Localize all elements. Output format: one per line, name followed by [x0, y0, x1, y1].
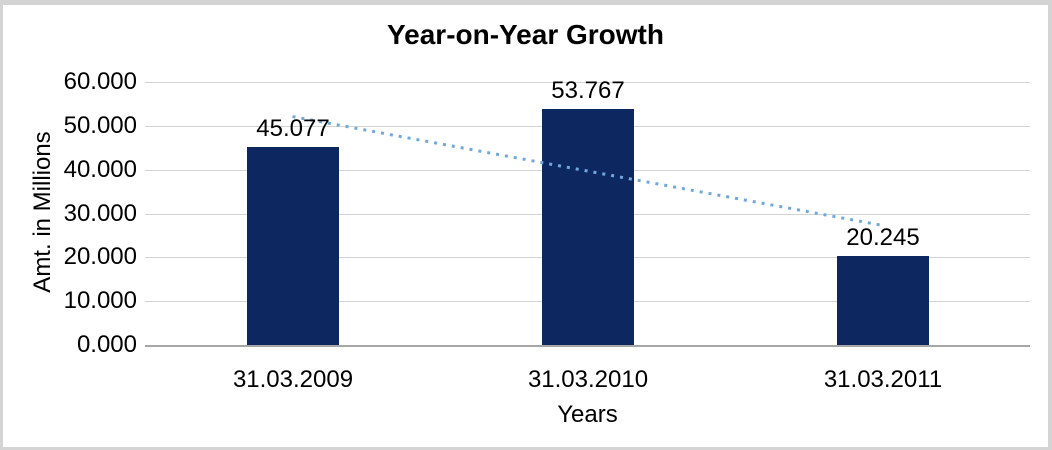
x-axis-title: Years	[557, 401, 618, 428]
xtick-31.03.2009: 31.03.2009	[232, 366, 354, 393]
plot-area: 45.077 53.767 20.245	[145, 78, 1030, 347]
data-label-31.03.2011: 20.245	[846, 224, 920, 251]
ytick-30.000: 30.000	[63, 200, 137, 227]
ytick-0.000: 0.000	[76, 331, 137, 358]
ytick-10.000: 10.000	[63, 287, 137, 314]
ytick-40.000: 40.000	[63, 156, 137, 183]
gridline	[145, 82, 1030, 83]
ytick-50.000: 50.000	[63, 112, 137, 139]
bar-31.03.2010	[542, 109, 634, 345]
xtick-31.03.2011: 31.03.2011	[823, 366, 943, 393]
data-label-31.03.2009: 45.077	[256, 115, 330, 142]
ytick-20.000: 20.000	[63, 243, 137, 270]
xtick-31.03.2010: 31.03.2010	[527, 366, 649, 393]
bar-31.03.2011	[837, 256, 929, 345]
bar-31.03.2009	[247, 147, 339, 345]
ytick-60.000: 60.000	[63, 68, 137, 95]
chart-title: Year-on-Year Growth	[387, 19, 664, 50]
trendline	[292, 115, 883, 227]
data-label-31.03.2010: 53.767	[551, 77, 625, 104]
